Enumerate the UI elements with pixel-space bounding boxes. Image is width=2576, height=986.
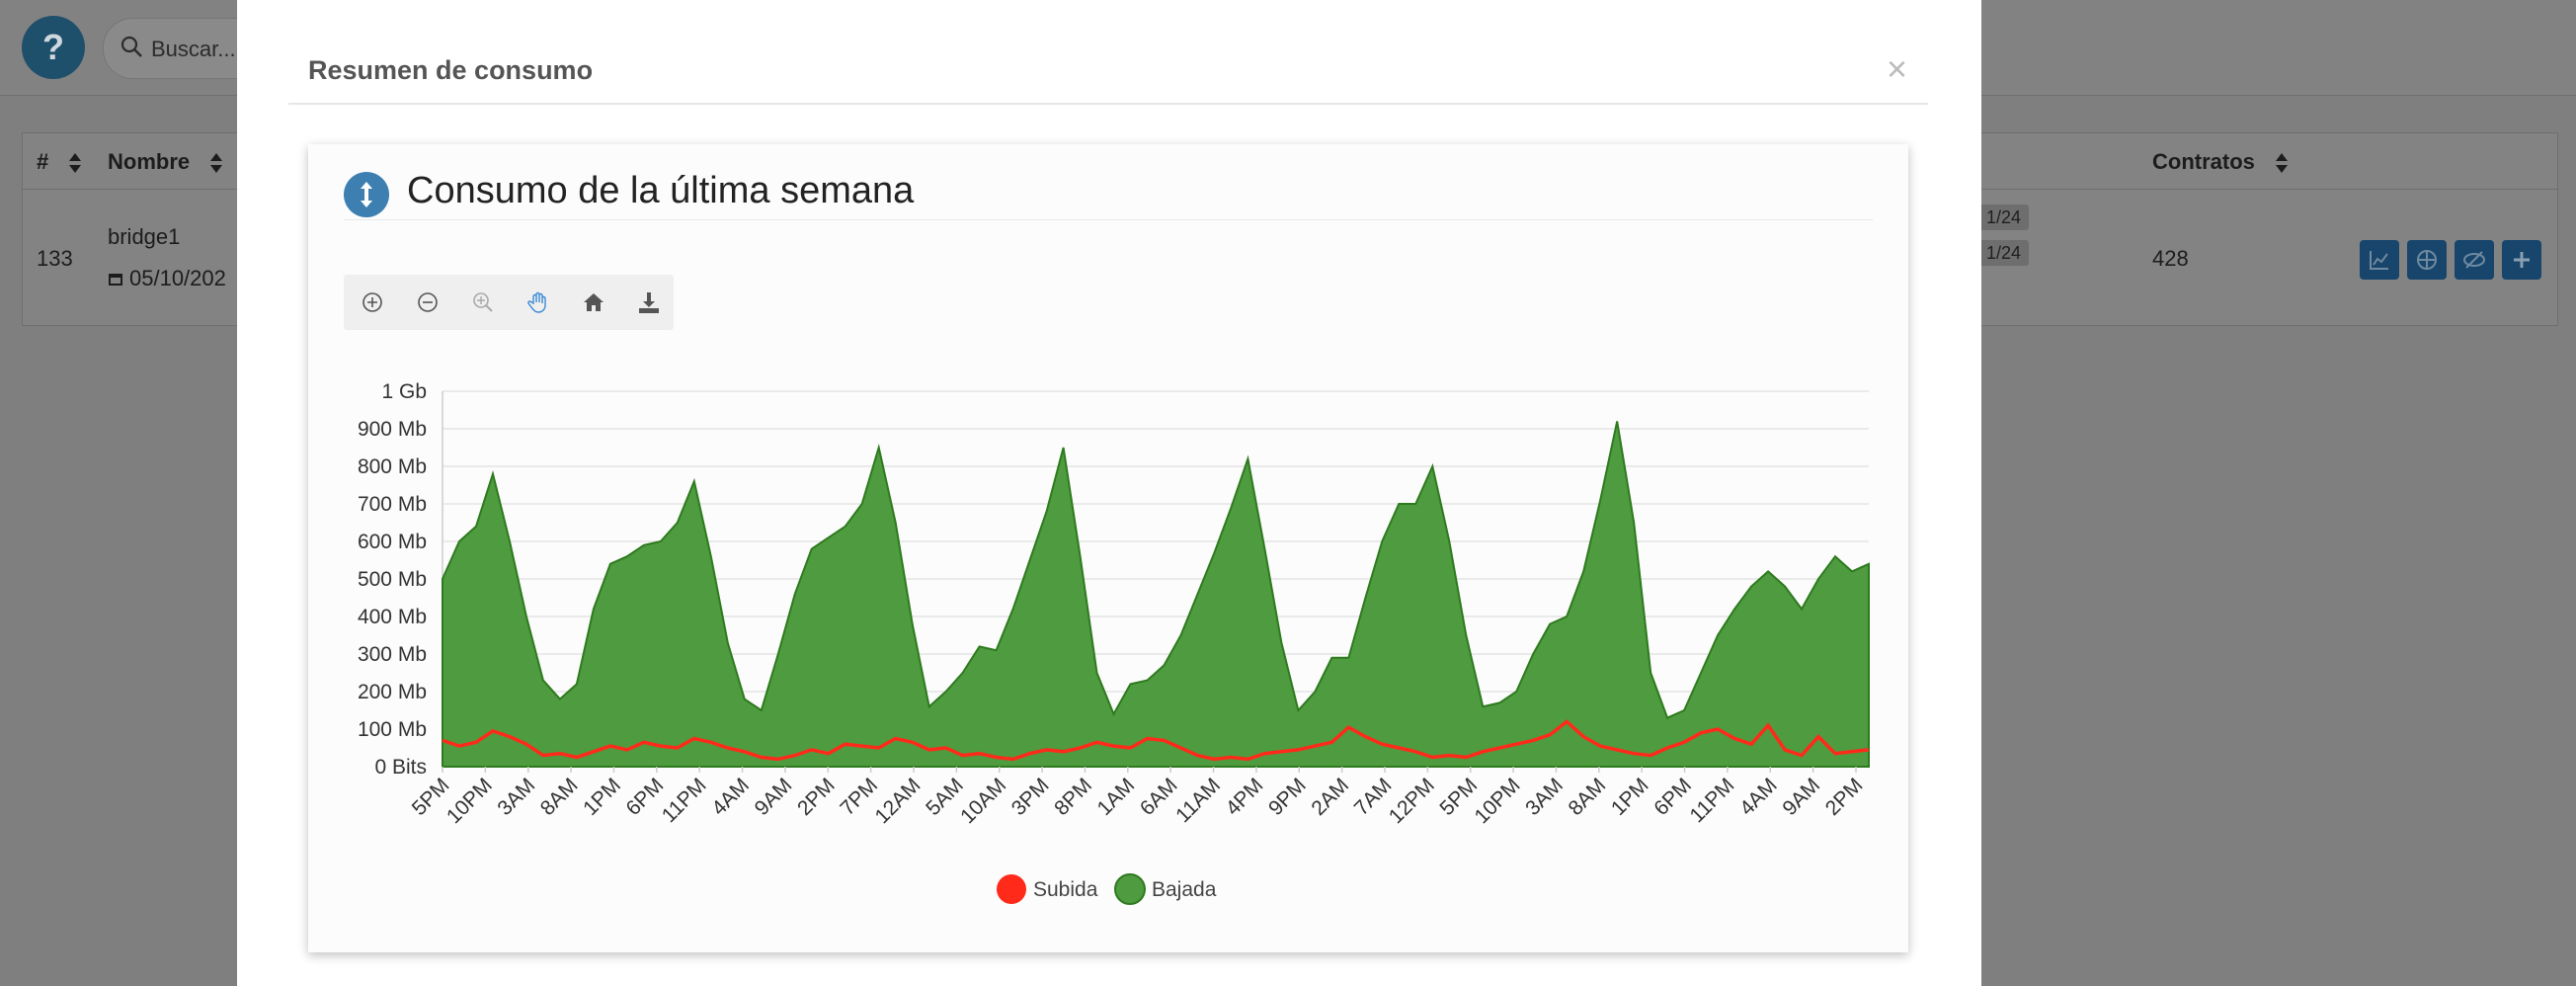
modal-divider xyxy=(288,103,1928,105)
y-tick-label: 200 Mb xyxy=(358,681,427,703)
column-header-contracts[interactable]: Contratos xyxy=(2152,149,2289,175)
consumption-chart: 0 Bits 100 Mb 200 Mb 300 Mb 400 Mb 500 Mb 600 … xyxy=(358,380,1870,905)
x-tick-label: 9PM xyxy=(1264,774,1311,820)
consumption-modal: Resumen de consumo × Consumo de la últim… xyxy=(237,0,1981,986)
help-button[interactable]: ? xyxy=(22,16,85,79)
row-date: 05/10/202 xyxy=(108,266,226,291)
download-button[interactable] xyxy=(622,275,676,330)
x-tick-label: 2PM xyxy=(793,774,840,820)
y-tick-label: 400 Mb xyxy=(358,606,427,628)
vertical-arrows-icon xyxy=(344,172,389,217)
series-bajada-area[interactable] xyxy=(442,421,1870,768)
zoom-out-button[interactable] xyxy=(401,275,454,330)
download-icon xyxy=(639,292,659,313)
y-tick-label: 0 Bits xyxy=(374,756,427,779)
sort-icon xyxy=(69,153,82,174)
zoom-select-icon xyxy=(473,292,493,312)
network-action-button[interactable] xyxy=(2407,240,2447,280)
x-tick-label: 3PM xyxy=(1007,774,1054,820)
x-tick-label: 1PM xyxy=(1607,774,1653,820)
modal-title: Resumen de consumo xyxy=(308,55,594,85)
x-tick-label: 4AM xyxy=(1735,774,1782,820)
search-icon xyxy=(121,36,142,57)
y-tick-label: 700 Mb xyxy=(358,493,427,516)
x-tick-label: 4AM xyxy=(707,774,754,820)
x-tick-label: 2PM xyxy=(1821,774,1868,820)
reset-zoom-button[interactable] xyxy=(567,275,620,330)
panel-divider xyxy=(344,219,1873,220)
pan-button[interactable] xyxy=(512,275,565,330)
hide-action-button[interactable] xyxy=(2455,240,2494,280)
home-icon xyxy=(584,293,604,311)
eye-slash-icon xyxy=(2463,251,2485,269)
chart-action-button[interactable] xyxy=(2360,240,2399,280)
x-tick-label: 8AM xyxy=(1565,774,1611,820)
x-tick-label: 1AM xyxy=(1093,774,1140,820)
x-tick-label: 11AM xyxy=(1171,774,1225,827)
x-tick-label: 11PM xyxy=(1685,774,1738,827)
zoom-out-icon xyxy=(418,292,438,312)
calendar-icon xyxy=(109,274,122,286)
x-tick-label: 2AM xyxy=(1307,774,1353,820)
y-tick-label: 300 Mb xyxy=(358,643,427,666)
legend-marker[interactable] xyxy=(1114,873,1146,905)
x-tick-label: 3AM xyxy=(1521,774,1568,820)
row-id: 133 xyxy=(37,246,73,271)
column-header-name[interactable]: Nombre xyxy=(108,149,223,175)
x-tick-label: 8AM xyxy=(536,774,583,820)
chart-icon xyxy=(2370,251,2388,270)
zoom-in-button[interactable] xyxy=(346,275,399,330)
x-tick-label: 9AM xyxy=(1778,774,1824,820)
modal-close-button[interactable]: × xyxy=(1887,48,1908,89)
x-tick-label: 9AM xyxy=(751,774,797,820)
x-tick-label: 8PM xyxy=(1050,774,1096,820)
zoom-in-icon xyxy=(362,292,382,312)
network-icon xyxy=(2417,250,2437,270)
x-tick-label: 3AM xyxy=(493,774,539,820)
chart-panel: Consumo de la última semana 0 Bits 100 Mb… xyxy=(308,144,1908,952)
y-tick-label: 600 Mb xyxy=(358,531,427,553)
y-tick-label: 1 Gb xyxy=(381,380,427,403)
zoom-select-button[interactable] xyxy=(456,275,510,330)
plus-icon xyxy=(2514,252,2530,268)
legend-label[interactable]: Bajada xyxy=(1152,878,1217,901)
x-tick-label: 11PM xyxy=(658,774,711,827)
y-tick-label: 100 Mb xyxy=(358,718,427,741)
x-tick-label: 10PM xyxy=(443,774,497,828)
sort-icon xyxy=(210,153,223,174)
row-name[interactable]: bridge1 xyxy=(108,224,181,249)
series-subida-line[interactable] xyxy=(442,719,1870,762)
status-chip: 1/24 xyxy=(1978,240,2030,266)
pan-hand-icon xyxy=(527,291,546,313)
y-tick-label: 800 Mb xyxy=(358,455,427,478)
table-header: # Nombre Contratos xyxy=(23,133,2557,190)
x-tick-label: 12AM xyxy=(870,774,925,828)
x-tick-label: 1PM xyxy=(579,774,625,820)
legend-marker[interactable] xyxy=(997,874,1026,904)
row-contracts: 428 xyxy=(2152,246,2189,271)
legend-label[interactable]: Subida xyxy=(1033,878,1098,901)
column-header-id[interactable]: # xyxy=(37,149,82,175)
search-placeholder: Buscar... xyxy=(151,37,236,61)
add-action-button[interactable] xyxy=(2502,240,2541,280)
sort-icon xyxy=(2276,153,2289,174)
x-tick-label: 12PM xyxy=(1385,774,1439,828)
y-tick-label: 500 Mb xyxy=(358,568,427,591)
status-chip: 1/24 xyxy=(1978,205,2030,230)
x-tick-label: 4PM xyxy=(1222,774,1268,820)
chart-toolbar xyxy=(344,275,674,330)
x-tick-label: 10PM xyxy=(1471,774,1525,828)
y-tick-label: 900 Mb xyxy=(358,418,427,441)
panel-title: Consumo de la última semana xyxy=(407,170,915,211)
x-tick-label: 10AM xyxy=(956,774,1010,828)
